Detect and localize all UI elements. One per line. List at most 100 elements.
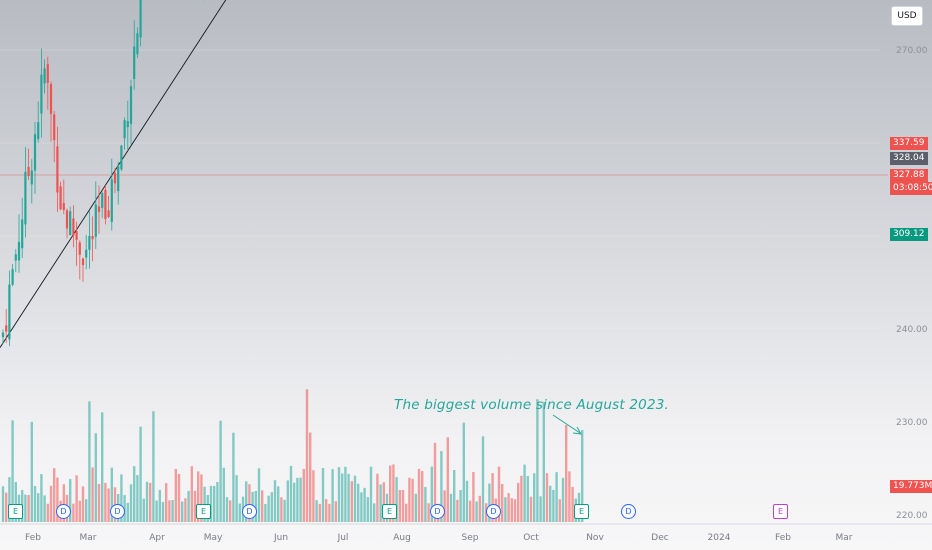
volume-bar xyxy=(488,483,491,522)
volume-bar xyxy=(289,465,293,522)
volume-bar xyxy=(517,482,520,522)
volume-bar xyxy=(11,420,14,522)
earnings-icon[interactable]: E xyxy=(574,504,589,519)
candle-body xyxy=(117,166,120,192)
volume-bar xyxy=(305,389,309,522)
candle-body xyxy=(97,206,101,213)
volume-bar xyxy=(357,483,360,522)
volume-bar xyxy=(293,482,296,522)
currency-button[interactable]: USD xyxy=(891,6,923,26)
volume-bar xyxy=(283,499,286,522)
volume-bar xyxy=(78,500,81,522)
dividend-icon[interactable]: D xyxy=(430,504,445,519)
candle-body xyxy=(43,68,46,84)
earnings-icon[interactable]: E xyxy=(8,504,23,519)
volume-bar xyxy=(229,500,232,522)
volume-bar xyxy=(56,477,59,522)
volume-bar xyxy=(382,482,385,522)
volume-bar xyxy=(264,503,267,522)
volume-bar xyxy=(91,467,94,522)
candle-body xyxy=(81,258,85,266)
volume-bar xyxy=(142,498,145,522)
volume-bar xyxy=(571,487,574,522)
time-tick-label: May xyxy=(204,533,223,543)
volume-bar xyxy=(155,500,158,522)
candle-body xyxy=(30,170,33,185)
volume-bar xyxy=(315,500,318,522)
volume-bar xyxy=(165,483,168,522)
volume-bar xyxy=(75,475,78,522)
volume-bar xyxy=(469,500,472,522)
volume-bar xyxy=(248,484,251,522)
volume-bar xyxy=(318,503,321,522)
candle-body xyxy=(110,179,113,222)
volume-bar xyxy=(136,475,139,522)
volume-bar xyxy=(24,494,27,522)
dividend-icon[interactable]: D xyxy=(110,504,125,519)
volume-bar xyxy=(472,471,475,522)
volume-bar xyxy=(37,493,40,522)
volume-bar xyxy=(337,467,341,522)
price-axis: 220.00230.00240.00250.00260.00270.00280.… xyxy=(896,46,928,521)
earnings-icon[interactable]: E xyxy=(196,504,211,519)
volume-bar xyxy=(427,503,430,522)
time-tick-label: Oct xyxy=(523,533,539,543)
volume-bar xyxy=(174,469,177,522)
dividend-icon[interactable]: D xyxy=(56,504,71,519)
candle-body xyxy=(5,325,8,332)
volume-bar xyxy=(104,482,107,522)
volume-bar xyxy=(5,492,8,522)
candle-body xyxy=(1,332,5,338)
volume-bar xyxy=(302,469,305,522)
candle-body xyxy=(62,203,65,211)
dividend-icon[interactable]: D xyxy=(242,504,257,519)
stop-price-tag: 337.59 xyxy=(890,137,928,150)
volume-bar xyxy=(280,497,283,522)
candle-body xyxy=(120,145,123,170)
volume-bar xyxy=(481,436,485,522)
volume-bar xyxy=(347,473,350,522)
time-tick-label: Apr xyxy=(149,533,165,543)
volume-bar xyxy=(558,499,561,522)
volume-bar xyxy=(523,464,526,522)
volume-bar xyxy=(209,485,213,522)
candle-body xyxy=(78,242,81,255)
volume-bar xyxy=(565,425,568,522)
candle-body xyxy=(49,84,53,114)
dividend-icon[interactable]: D xyxy=(621,504,636,519)
volume-bar xyxy=(501,483,504,522)
volume-bar xyxy=(49,485,53,522)
volume-bar xyxy=(414,493,417,522)
volume-bar xyxy=(443,490,446,522)
volume-tag: 19.773M xyxy=(890,480,932,493)
volume-bar xyxy=(321,467,325,522)
price-tick-label: 240.00 xyxy=(896,325,928,335)
volume-bar xyxy=(161,501,165,522)
volume-bar xyxy=(405,503,408,522)
volume-bar xyxy=(213,485,216,522)
earnings-upcoming-icon[interactable]: E xyxy=(773,504,788,519)
volume-bar xyxy=(181,501,184,522)
volume-bar xyxy=(549,485,552,522)
candle-body xyxy=(126,121,129,128)
dividend-icon[interactable]: D xyxy=(486,504,501,519)
volume-bar xyxy=(152,411,155,522)
volume-bar xyxy=(475,501,478,522)
volume-bar xyxy=(344,466,347,522)
trendline xyxy=(0,0,227,348)
volume-bar xyxy=(545,473,549,522)
volume-bar xyxy=(72,503,75,522)
candle-body xyxy=(72,218,75,236)
volume-bar xyxy=(193,490,197,522)
candle-body xyxy=(85,249,88,258)
time-tick-label: Feb xyxy=(775,533,791,543)
volume-bar xyxy=(299,477,302,522)
volume-bar xyxy=(334,501,337,522)
candle-body xyxy=(56,146,59,193)
candle-body xyxy=(101,193,104,208)
price-tick-label: 270.00 xyxy=(896,46,928,56)
support-trendline xyxy=(0,0,227,348)
volume-bar xyxy=(331,469,334,522)
earnings-icon[interactable]: E xyxy=(382,504,397,519)
